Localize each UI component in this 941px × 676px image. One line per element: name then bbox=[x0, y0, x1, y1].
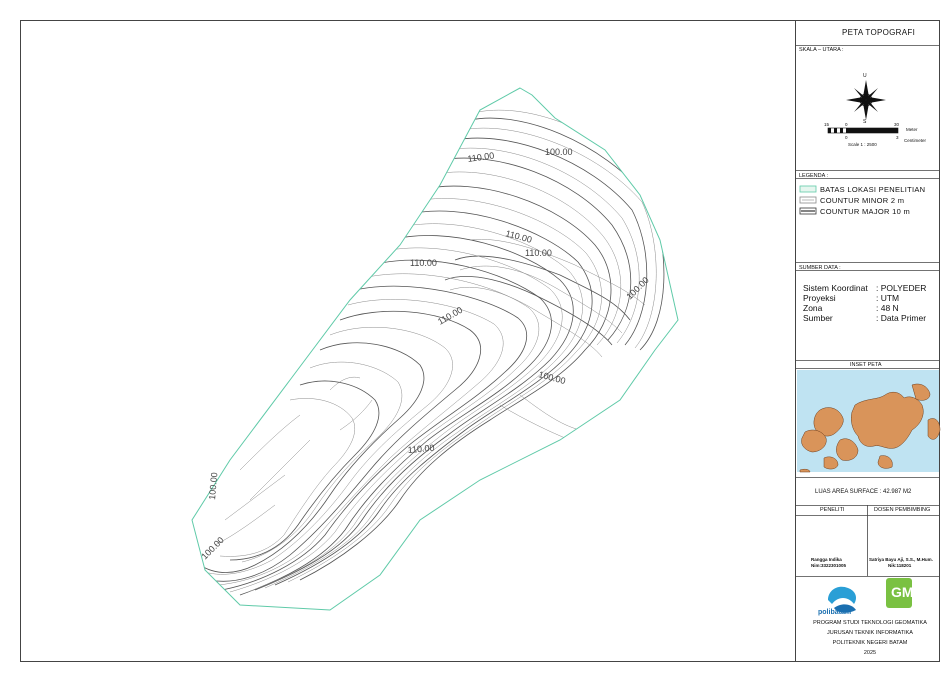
compass-south-label: S bbox=[863, 119, 867, 125]
contour-map: 110.00 110.00 110.00 110.00 110.00 100.0… bbox=[191, 87, 679, 611]
inset-map bbox=[797, 370, 941, 473]
advisor-name: Satriya Bayu Aji, S.S., M.Hum. bbox=[869, 557, 933, 562]
contour-label: 110.00 bbox=[525, 248, 552, 258]
contour-label: 110.00 bbox=[407, 443, 435, 455]
advisor-label: DOSEN PEMBIMBING bbox=[874, 507, 931, 513]
scale-top-right: 30 bbox=[894, 122, 900, 127]
contour-label: 100.00 bbox=[545, 147, 573, 157]
legend-label: LEGENDA : bbox=[799, 173, 829, 179]
scale-bottom-zero: 0 bbox=[845, 135, 848, 140]
scale-bar bbox=[827, 127, 899, 134]
compass-north-label: U bbox=[863, 73, 867, 79]
study-area-boundary bbox=[191, 87, 679, 611]
institution-year: 2025 bbox=[863, 650, 877, 656]
scale-top-unit: Meter bbox=[906, 127, 918, 132]
gm-logo-text: GM bbox=[891, 584, 914, 600]
institution-department: JURUSAN TEKNIK INFORMATIKA bbox=[827, 630, 913, 636]
north-arrow-icon bbox=[846, 80, 886, 120]
source-label: SUMBER DATA : bbox=[799, 265, 841, 271]
inset-label: INSET PETA bbox=[850, 362, 882, 368]
source-key-zone: Zona bbox=[803, 303, 823, 313]
polibatam-logo-text: polibatam bbox=[818, 609, 852, 616]
institution-program: PROGRAM STUDI TEKNOLOGI GEOMATIKA bbox=[813, 620, 927, 626]
source-value-coord: : POLYEDER bbox=[876, 283, 927, 293]
institution-block: PROGRAM STUDI TEKNOLOGI GEOMATIKA JURUSA… bbox=[800, 618, 940, 658]
gm-logo-icon bbox=[886, 578, 912, 608]
scale-top-left: 15 bbox=[824, 122, 830, 127]
scale-top-zero: 0 bbox=[845, 122, 848, 127]
researcher-name: Rangga Indika bbox=[811, 557, 842, 562]
legend-swatches bbox=[799, 185, 817, 215]
legend-item-minor: COUNTUR MINOR 2 m bbox=[820, 196, 905, 205]
contour-label: 100.00 bbox=[207, 472, 219, 500]
map-title: PETA TOPOGRAFI bbox=[842, 28, 916, 37]
source-key-projection: Proyeksi bbox=[803, 293, 836, 303]
scale-bottom-unit: Centimeter bbox=[904, 138, 927, 143]
researcher-label: PENELITI bbox=[820, 507, 845, 513]
source-keys: Sistem Koordinat Proyeksi Zona Sumber bbox=[803, 283, 868, 323]
contour-label: 110.00 bbox=[410, 258, 437, 268]
source-values: : POLYEDER : UTM : 48 N : Data Primer bbox=[876, 283, 926, 323]
advisor-nik: Nik:118201 bbox=[888, 563, 912, 568]
scale-bottom-right: 3 bbox=[896, 135, 899, 140]
contour-label: 100.00 bbox=[199, 535, 226, 562]
scale-section-label: SKALA – UTARA : bbox=[799, 47, 844, 53]
legend-item-boundary: BATAS LOKASI PENELITIAN bbox=[820, 185, 926, 194]
contour-label: 110.00 bbox=[436, 305, 464, 327]
researcher-nim: Nim:3322301005 bbox=[811, 563, 847, 568]
source-key-coord: Sistem Koordinat bbox=[803, 283, 868, 293]
legend-item-major: COUNTUR MAJOR 10 m bbox=[820, 207, 910, 216]
source-value-source: : Data Primer bbox=[876, 313, 927, 323]
polibatam-logo-icon bbox=[828, 586, 856, 613]
institution-school: POLITEKNIK NEGERI BATAM bbox=[832, 640, 908, 646]
scale-text: Scale 1 : 2500 bbox=[848, 142, 877, 147]
area-text: LUAS AREA SURFACE : 42.987 M2 bbox=[815, 489, 912, 495]
source-value-zone: : 48 N bbox=[876, 303, 899, 313]
source-key-source: Sumber bbox=[803, 313, 833, 323]
contour-label: 110.00 bbox=[467, 150, 495, 164]
source-value-projection: : UTM bbox=[876, 293, 900, 303]
